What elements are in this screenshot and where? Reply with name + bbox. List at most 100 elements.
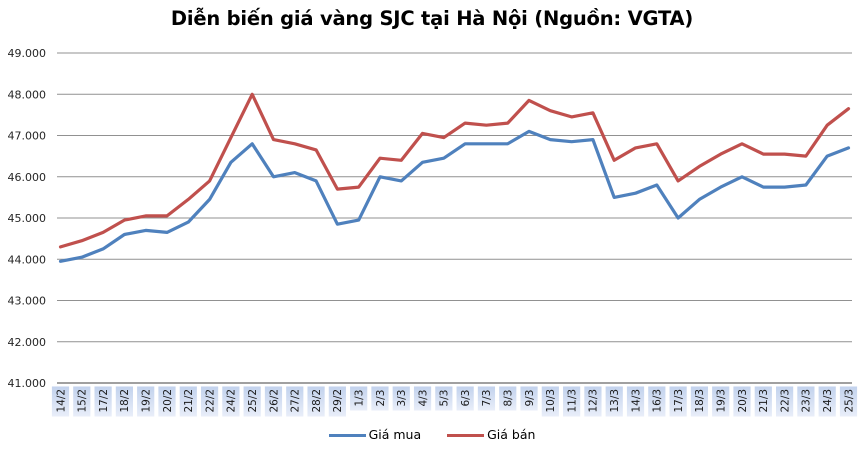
series-line-gia-mua — [58, 129, 851, 263]
x-tick-label: 21/2 — [183, 389, 195, 413]
x-tick-box — [690, 386, 709, 417]
x-tick-box — [94, 386, 112, 417]
x-tick-box — [584, 386, 602, 417]
x-tick-label: 12/3 — [588, 389, 600, 413]
x-tick-box — [179, 386, 197, 417]
y-tick-label: 42.000 — [8, 336, 47, 349]
x-tick-box — [839, 386, 858, 417]
x-tick-label: 29/2 — [332, 389, 344, 413]
x-tick-label: 19/2 — [140, 389, 152, 413]
x-tick-box — [392, 386, 410, 411]
y-tick-label: 46.000 — [8, 171, 47, 184]
x-tick-label: 28/2 — [311, 389, 323, 413]
x-tick-label: 18/3 — [694, 389, 706, 413]
x-tick-box — [350, 386, 368, 411]
x-tick-box — [264, 386, 283, 417]
x-tick-box — [563, 386, 581, 417]
x-tick-box — [712, 386, 730, 417]
x-tick-box — [775, 386, 794, 417]
x-tick-box — [222, 386, 240, 417]
x-axis-labels: 14/2 15/2 17/2 18/2 19/2 20/2 21/2 22/2 24/2 25/2… — [51, 386, 858, 417]
x-tick-label: 18/2 — [119, 389, 131, 413]
y-tick-label: 48.000 — [8, 88, 47, 101]
x-tick-label: 9/3 — [524, 390, 536, 407]
x-tick-label: 23/3 — [801, 389, 813, 413]
x-tick-box — [626, 386, 645, 417]
x-tick-box — [371, 386, 389, 411]
x-tick-box — [243, 386, 261, 417]
x-tick-label: 19/3 — [716, 389, 728, 413]
x-tick-label: 26/2 — [268, 389, 280, 413]
x-tick-label: 2/3 — [375, 390, 387, 407]
x-tick-label: 6/3 — [460, 390, 472, 407]
legend-item-gia-mua: Giá mua — [328, 427, 422, 442]
x-tick-label: 4/3 — [417, 390, 429, 407]
x-tick-label: 25/2 — [247, 389, 259, 413]
chart-legend: Giá mua Giá bán — [0, 427, 864, 442]
x-tick-box — [477, 386, 496, 411]
y-tick-label: 47.000 — [8, 130, 47, 143]
x-tick-box — [733, 386, 751, 417]
x-tick-label: 24/2 — [226, 389, 238, 413]
x-tick-box — [669, 386, 687, 417]
x-tick-box — [307, 386, 325, 417]
x-tick-label: 1/3 — [353, 390, 365, 407]
x-tick-box — [499, 386, 517, 411]
x-tick-box — [73, 386, 91, 417]
x-tick-label: 11/3 — [566, 389, 578, 413]
x-tick-label: 10/3 — [545, 389, 557, 413]
x-tick-box — [541, 386, 559, 417]
gridlines — [57, 52, 852, 384]
x-tick-box — [520, 386, 538, 411]
x-tick-label: 15/2 — [77, 389, 89, 413]
x-tick-label: 21/3 — [758, 389, 770, 413]
x-tick-label: 16/3 — [652, 389, 664, 413]
series-line-gia-ban — [58, 92, 851, 249]
x-tick-box — [115, 386, 133, 417]
gia-mua-line-swatch — [328, 433, 366, 437]
y-tick-label: 49.000 — [8, 47, 47, 60]
x-tick-label: 17/2 — [98, 389, 110, 413]
y-tick-label: 43.000 — [8, 295, 47, 308]
legend-item-gia-ban: Giá bán — [447, 427, 536, 442]
x-tick-box — [648, 386, 666, 417]
x-tick-box — [797, 386, 815, 417]
x-tick-box — [158, 386, 176, 417]
gia-ban-line-swatch — [447, 433, 485, 437]
x-tick-label: 24/3 — [822, 389, 834, 413]
x-tick-label: 3/3 — [396, 390, 408, 407]
x-tick-box — [605, 386, 623, 417]
y-axis-labels: 49.000 48.000 47.000 46.000 45.000 44.000 43.0… — [8, 47, 47, 390]
x-tick-label: 13/3 — [609, 389, 621, 413]
x-tick-label: 17/3 — [673, 389, 685, 413]
x-tick-box — [328, 386, 346, 417]
x-tick-label: 14/2 — [55, 389, 67, 413]
x-tick-box — [286, 386, 304, 417]
x-tick-label: 7/3 — [481, 390, 493, 407]
x-tick-label: 25/3 — [843, 389, 855, 413]
y-tick-label: 45.000 — [8, 212, 47, 225]
x-tick-label: 27/2 — [290, 389, 302, 413]
x-tick-box — [137, 386, 155, 417]
x-tick-box — [200, 386, 219, 417]
x-tick-box — [413, 386, 432, 411]
chart-title: Diễn biến giá vàng SJC tại Hà Nội (Nguồn… — [170, 7, 694, 30]
legend-label-gia-mua: Giá mua — [368, 427, 422, 442]
x-tick-label: 8/3 — [503, 390, 515, 407]
x-tick-label: 20/3 — [737, 389, 749, 413]
x-tick-box — [754, 386, 772, 417]
x-tick-box — [51, 386, 70, 417]
x-tick-label: 5/3 — [439, 390, 451, 407]
x-tick-label: 22/3 — [779, 389, 791, 413]
x-tick-box — [435, 386, 453, 411]
x-tick-label: 22/2 — [204, 389, 216, 413]
x-tick-label: 14/3 — [630, 389, 642, 413]
x-tick-label: 20/2 — [162, 389, 174, 413]
y-tick-label: 44.000 — [8, 253, 47, 266]
y-tick-label: 41.000 — [8, 377, 47, 390]
legend-label-gia-ban: Giá bán — [487, 427, 536, 442]
x-tick-box — [456, 386, 474, 411]
x-tick-box — [818, 386, 836, 417]
